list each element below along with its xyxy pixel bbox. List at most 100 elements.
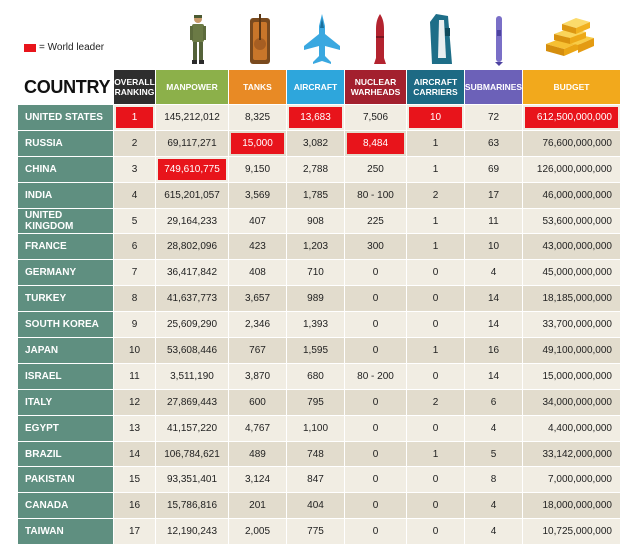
cell-submarines: 4 xyxy=(464,518,522,545)
cell-budget: 18,185,000,000 xyxy=(522,285,620,312)
cell-rank: 17 xyxy=(113,518,155,545)
legend-label: = World leader xyxy=(39,42,105,53)
cell-aircraft: 748 xyxy=(286,440,344,467)
table-row: ISRAEL 11 3,511,190 3,870 680 80 - 200 0 14 15,0… xyxy=(18,362,620,389)
cell-carriers: 0 xyxy=(406,285,464,312)
country-label: INDIA xyxy=(18,181,113,208)
cell-carriers: 2 xyxy=(406,388,464,415)
table-row: EGYPT 13 41,157,220 4,767 1,100 0 0 4 4,400,000,… xyxy=(18,414,620,441)
cell-budget: 4,400,000,000 xyxy=(522,414,620,441)
cell-budget: 10,725,000,000 xyxy=(522,518,620,545)
cell-rank: 10 xyxy=(113,337,155,363)
cell-manpower: 53,608,446 xyxy=(155,337,228,363)
country-label: PAKISTAN xyxy=(18,466,113,493)
cell-submarines: 14 xyxy=(464,362,522,389)
cell-tanks: 423 xyxy=(228,233,286,260)
cell-nuclear: 0 xyxy=(344,388,406,415)
cell-submarines: 8 xyxy=(464,466,522,493)
table-row: FRANCE 6 28,802,096 423 1,203 300 1 10 43,000,00… xyxy=(18,233,620,260)
cell-nuclear: 0 xyxy=(344,285,406,312)
table-row: TAIWAN 17 12,190,243 2,005 775 0 0 4 10,725,000,… xyxy=(18,518,620,545)
cell-carriers: 10 xyxy=(406,104,464,130)
cell-nuclear: 0 xyxy=(344,311,406,338)
world-leader-value: 8,484 xyxy=(347,132,404,154)
cell-aircraft: 710 xyxy=(286,259,344,286)
cell-nuclear: 80 - 200 xyxy=(344,362,406,389)
cell-rank: 16 xyxy=(113,492,155,519)
cell-submarines: 14 xyxy=(464,311,522,338)
cell-manpower: 25,609,290 xyxy=(155,311,228,338)
cell-tanks: 2,346 xyxy=(228,311,286,338)
table-row: BRAZIL 14 106,784,621 489 748 0 1 5 33,142,000,0… xyxy=(18,440,620,467)
cell-nuclear: 80 - 100 xyxy=(344,181,406,208)
table-row: CHINA 3 749,610,775 9,150 2,788 250 1 69 126,000… xyxy=(18,155,620,182)
cell-submarines: 14 xyxy=(464,285,522,312)
country-label: TAIWAN xyxy=(18,518,113,545)
country-label: CHINA xyxy=(18,155,113,182)
table-header: COUNTRY OVERALL RANKING MANPOWER TANKS AIRC… xyxy=(18,70,620,104)
cell-manpower: 69,117,271 xyxy=(155,129,228,156)
cell-submarines: 4 xyxy=(464,414,522,441)
table-row: CANADA 16 15,786,816 201 404 0 0 4 18,000,000,00… xyxy=(18,492,620,519)
country-label: SOUTH KOREA xyxy=(18,311,113,338)
cell-aircraft: 1,785 xyxy=(286,181,344,208)
cell-manpower: 106,784,621 xyxy=(155,440,228,467)
cell-carriers: 0 xyxy=(406,492,464,519)
cell-nuclear: 225 xyxy=(344,207,406,234)
cell-tanks: 489 xyxy=(228,440,286,467)
cell-aircraft: 3,082 xyxy=(286,129,344,156)
gold-bars-icon xyxy=(546,18,594,56)
cell-budget: 7,000,000,000 xyxy=(522,466,620,493)
cell-carriers: 0 xyxy=(406,311,464,338)
world-leader-value: 612,500,000,000 xyxy=(525,107,618,128)
cell-carriers: 0 xyxy=(406,259,464,286)
cell-nuclear: 0 xyxy=(344,440,406,467)
cell-rank: 5 xyxy=(113,207,155,234)
cell-budget: 15,000,000,000 xyxy=(522,362,620,389)
country-label: JAPAN xyxy=(18,337,113,363)
cell-budget: 126,000,000,000 xyxy=(522,155,620,182)
cell-submarines: 4 xyxy=(464,259,522,286)
cell-budget: 49,100,000,000 xyxy=(522,337,620,363)
cell-aircraft: 847 xyxy=(286,466,344,493)
cell-manpower: 93,351,401 xyxy=(155,466,228,493)
legend: = World leader xyxy=(24,42,104,53)
cell-submarines: 11 xyxy=(464,207,522,234)
cell-aircraft: 680 xyxy=(286,362,344,389)
world-leader-value: 749,610,775 xyxy=(158,158,226,180)
country-label: GERMANY xyxy=(18,259,113,286)
column-header-carriers: AIRCRAFT CARRIERS xyxy=(406,70,464,104)
cell-nuclear: 8,484 xyxy=(344,129,406,156)
cell-rank: 15 xyxy=(113,466,155,493)
cell-nuclear: 0 xyxy=(344,466,406,493)
cell-manpower: 28,802,096 xyxy=(155,233,228,260)
table-row: PAKISTAN 15 93,351,401 3,124 847 0 0 8 7,000,000… xyxy=(18,466,620,493)
cell-budget: 45,000,000,000 xyxy=(522,259,620,286)
table-title: COUNTRY xyxy=(24,76,111,97)
cell-rank: 3 xyxy=(113,155,155,182)
table-body: UNITED STATES 1 145,212,012 8,325 13,683 7,50… xyxy=(18,104,620,545)
cell-aircraft: 775 xyxy=(286,518,344,545)
cell-budget: 76,600,000,000 xyxy=(522,129,620,156)
cell-tanks: 408 xyxy=(228,259,286,286)
cell-rank: 9 xyxy=(113,311,155,338)
cell-manpower: 12,190,243 xyxy=(155,518,228,545)
cell-tanks: 600 xyxy=(228,388,286,415)
cell-rank: 1 xyxy=(113,104,155,130)
column-header-tanks: TANKS xyxy=(228,70,286,104)
cell-aircraft: 404 xyxy=(286,492,344,519)
cell-manpower: 749,610,775 xyxy=(155,155,228,182)
cell-submarines: 63 xyxy=(464,129,522,156)
tank-icon xyxy=(250,14,270,64)
cell-carriers: 1 xyxy=(406,337,464,363)
cell-tanks: 3,657 xyxy=(228,285,286,312)
cell-carriers: 0 xyxy=(406,518,464,545)
cell-tanks: 3,569 xyxy=(228,181,286,208)
cell-carriers: 1 xyxy=(406,207,464,234)
cell-aircraft: 908 xyxy=(286,207,344,234)
cell-carriers: 0 xyxy=(406,466,464,493)
table-row: TURKEY 8 41,637,773 3,657 989 0 0 14 18,185,000,… xyxy=(18,285,620,312)
cell-nuclear: 0 xyxy=(344,337,406,363)
column-header-nuclear: NUCLEAR WARHEADS xyxy=(344,70,406,104)
cell-submarines: 17 xyxy=(464,181,522,208)
